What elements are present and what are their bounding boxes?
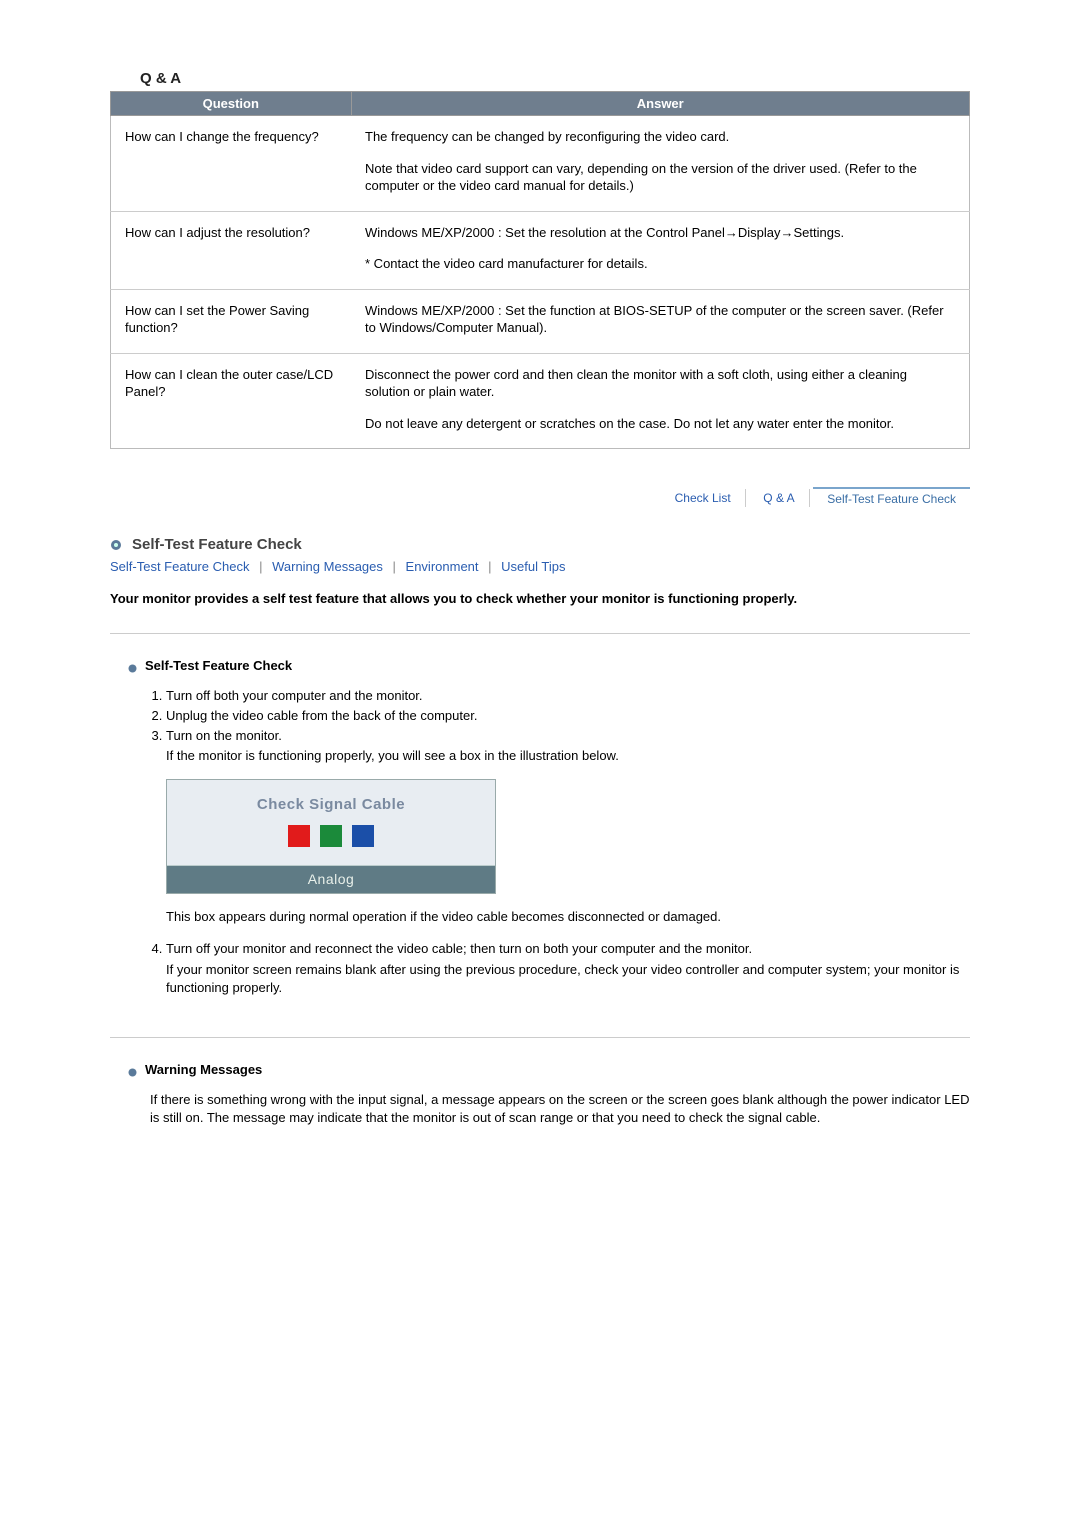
subsection-head: Warning Messages <box>128 1062 970 1077</box>
sub-links: Self-Test Feature Check | Warning Messag… <box>110 559 970 574</box>
question-cell: How can I change the frequency? <box>111 116 352 212</box>
link-warning[interactable]: Warning Messages <box>272 559 383 574</box>
divider <box>110 633 970 634</box>
answer-text: Disconnect the power cord and then clean… <box>365 366 955 401</box>
step-note: If your monitor screen remains blank aft… <box>166 961 970 997</box>
after-box-text: This box appears during normal operation… <box>166 908 970 926</box>
signal-mode: Analog <box>167 866 495 894</box>
tab-qna[interactable]: Q & A <box>749 489 809 507</box>
list-item: Turn off your monitor and reconnect the … <box>166 940 970 997</box>
link-useful-tips[interactable]: Useful Tips <box>501 559 565 574</box>
answer-text: * Contact the video card manufacturer fo… <box>365 255 955 273</box>
list-item: Turn off both your computer and the moni… <box>166 687 970 705</box>
question-cell: How can I set the Power Saving function? <box>111 289 352 353</box>
qa-header-answer: Answer <box>351 92 969 116</box>
answer-text: Do not leave any detergent or scratches … <box>365 415 955 433</box>
separator: | <box>387 559 402 574</box>
signal-box: Check Signal Cable Analog <box>166 779 970 894</box>
section-head: Self-Test Feature Check <box>110 536 970 553</box>
table-row: How can I set the Power Saving function?… <box>111 289 970 353</box>
answer-text: Windows ME/XP/2000 : Set the function at… <box>365 302 955 337</box>
qa-header-question: Question <box>111 92 352 116</box>
answer-text: Windows ME/XP/2000 : Set the resolution … <box>365 224 955 242</box>
square-red-icon <box>288 825 310 847</box>
bullet-icon <box>128 1065 137 1074</box>
step-text: Turn off your monitor and reconnect the … <box>166 941 752 956</box>
answer-text: The frequency can be changed by reconfig… <box>365 128 955 146</box>
step-note: If the monitor is functioning properly, … <box>166 747 970 765</box>
table-row: How can I adjust the resolution? Windows… <box>111 211 970 289</box>
step-text: Turn on the monitor. <box>166 728 282 743</box>
answer-cell: Windows ME/XP/2000 : Set the resolution … <box>351 211 969 289</box>
question-cell: How can I adjust the resolution? <box>111 211 352 289</box>
divider <box>110 1037 970 1038</box>
tab-self-test[interactable]: Self-Test Feature Check <box>813 487 970 508</box>
nav-tabs: Check List Q & A Self-Test Feature Check <box>110 487 970 508</box>
subsection-title: Self-Test Feature Check <box>145 658 292 673</box>
list-item: Unplug the video cable from the back of … <box>166 707 970 725</box>
steps-list: Turn off both your computer and the moni… <box>166 687 970 997</box>
answer-cell: Disconnect the power cord and then clean… <box>351 353 969 449</box>
question-cell: How can I clean the outer case/LCD Panel… <box>111 353 352 449</box>
answer-cell: Windows ME/XP/2000 : Set the function at… <box>351 289 969 353</box>
table-row: How can I clean the outer case/LCD Panel… <box>111 353 970 449</box>
answer-text: Note that video card support can vary, d… <box>365 160 955 195</box>
intro-text: Your monitor provides a self test featur… <box>110 590 970 608</box>
square-green-icon <box>320 825 342 847</box>
tab-check-list[interactable]: Check List <box>661 489 746 507</box>
subsection-title: Warning Messages <box>145 1062 262 1077</box>
qa-title: Q & A <box>110 70 970 87</box>
separator: | <box>482 559 497 574</box>
section-title: Self-Test Feature Check <box>132 536 302 553</box>
qa-table: Question Answer How can I change the fre… <box>110 91 970 449</box>
link-environment[interactable]: Environment <box>406 559 479 574</box>
separator: | <box>253 559 268 574</box>
answer-cell: The frequency can be changed by reconfig… <box>351 116 969 212</box>
warning-body: If there is something wrong with the inp… <box>150 1091 970 1127</box>
subsection-head: Self-Test Feature Check <box>128 658 970 673</box>
table-row: How can I change the frequency? The freq… <box>111 116 970 212</box>
link-self-test[interactable]: Self-Test Feature Check <box>110 559 249 574</box>
color-squares <box>167 825 495 852</box>
square-blue-icon <box>352 825 374 847</box>
bullet-icon <box>110 539 122 551</box>
signal-label: Check Signal Cable <box>167 794 495 815</box>
bullet-icon <box>128 661 137 670</box>
list-item: Turn on the monitor. If the monitor is f… <box>166 727 970 926</box>
